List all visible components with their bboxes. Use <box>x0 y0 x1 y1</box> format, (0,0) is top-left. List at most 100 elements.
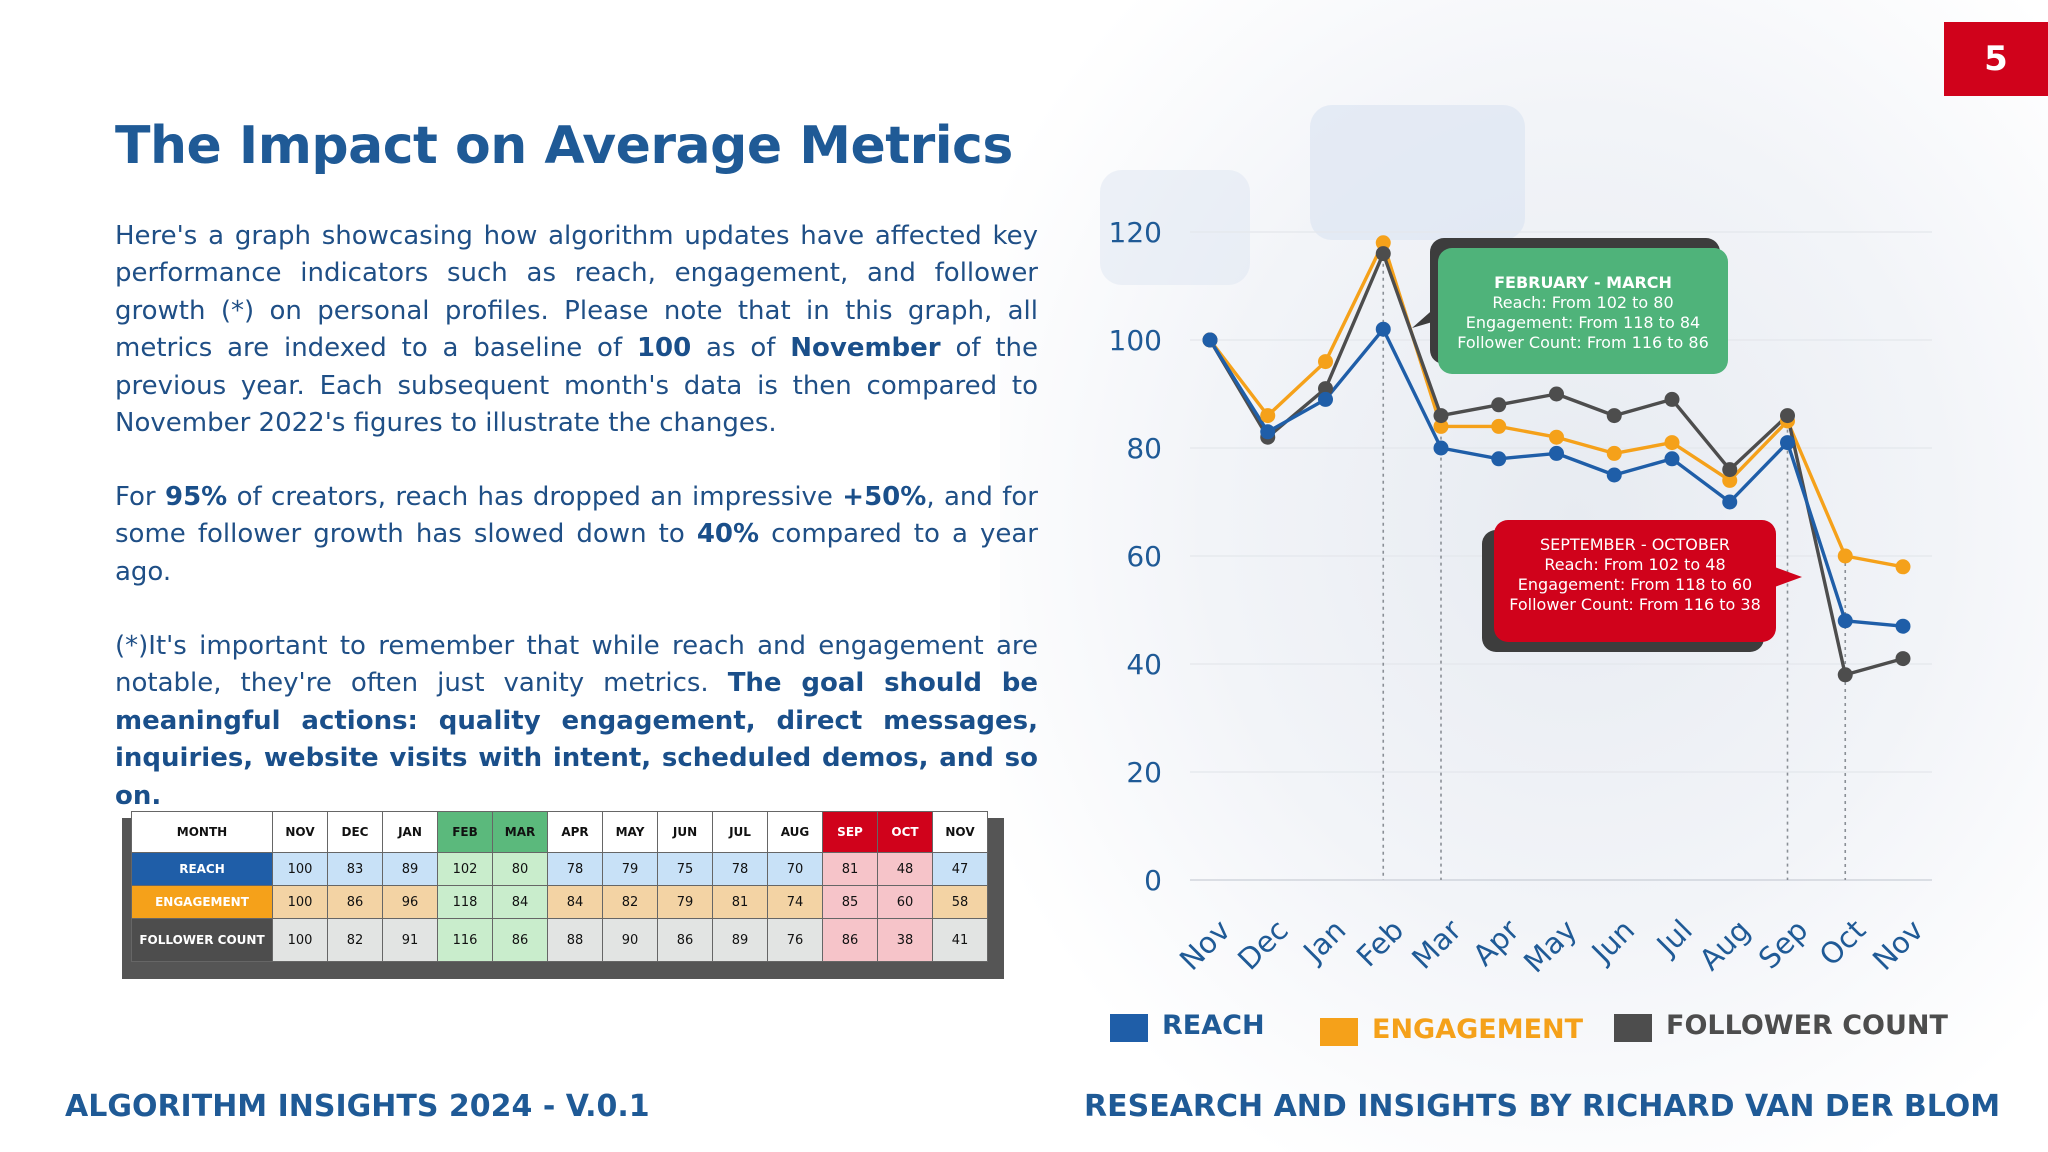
data-point <box>1606 467 1622 483</box>
callout-line: Reach: From 102 to 80 <box>1492 293 1674 312</box>
month-header-cell: OCT <box>877 811 933 853</box>
table-cell: 100 <box>272 852 328 886</box>
body-text: of the previous year. Each subsequent mo… <box>115 333 1039 439</box>
month-header-cell: JAN <box>382 811 438 853</box>
data-point <box>1895 651 1911 667</box>
table-header-row: MONTH NOV DEC JAN FEB MAR APR MAY JUN JUL AUG SEP O… <box>131 811 988 853</box>
x-tick-label: Feb <box>1350 913 1410 973</box>
table-cell: 74 <box>767 885 823 919</box>
y-tick-label: 0 <box>1144 864 1162 897</box>
month-header-cell: AUG <box>767 811 823 853</box>
background-notification-card <box>1310 105 1525 240</box>
x-tick-label: Nov <box>1173 913 1237 977</box>
table-cell: 89 <box>712 918 768 962</box>
table-cell: 86 <box>657 918 713 962</box>
legend-label: FOLLOWER COUNT <box>1666 1010 1948 1041</box>
emphasis-text: +50% <box>842 482 927 512</box>
callout-heading: FEBRUARY - MARCH <box>1494 273 1672 292</box>
table-cell: 47 <box>932 852 988 886</box>
data-point <box>1780 435 1795 451</box>
table-cell: 82 <box>327 918 383 962</box>
footer-left: ALGORITHM INSIGHTS 2024 - V.0.1 <box>65 1089 650 1124</box>
metrics-table: MONTH NOV DEC JAN FEB MAR APR MAY JUN JUL AUG SEP O… <box>131 811 988 962</box>
data-point <box>1722 462 1738 478</box>
callout-line: Engagement: From 118 to 60 <box>1517 575 1753 594</box>
body-text: compared to a year ago. <box>115 519 1038 587</box>
data-point <box>1549 429 1564 445</box>
callout-line: Reach: From 102 to 48 <box>1544 555 1726 574</box>
emphasis-text: The goal should be meaningful actions: q… <box>115 668 1038 811</box>
table-cell: 86 <box>492 918 548 962</box>
emphasis-text: 100 <box>636 333 692 364</box>
background-notification-card <box>1100 170 1250 285</box>
table-cell: 48 <box>877 852 933 886</box>
data-point <box>1433 418 1449 434</box>
follower-count-label-cell: FOLLOWER COUNT <box>131 918 273 962</box>
footer-right: RESEARCH AND INSIGHTS BY RICHARD VAN DER… <box>1084 1089 2001 1124</box>
table-cell: 82 <box>602 885 658 919</box>
emphasis-text: 95% <box>165 482 228 512</box>
data-point <box>1837 667 1853 683</box>
body-text: , and for some follower growth has slowe… <box>115 482 1038 550</box>
month-header-cell: MONTH <box>131 811 273 853</box>
table-cell: 116 <box>437 918 493 962</box>
data-point <box>1433 408 1449 424</box>
x-tick-label: Jun <box>1584 913 1641 970</box>
data-point <box>1491 418 1507 434</box>
x-tick-label: Oct <box>1813 913 1873 973</box>
data-point <box>1837 548 1853 564</box>
emphasis-text: November <box>790 333 941 364</box>
engagement-label-cell: ENGAGEMENT <box>131 885 273 919</box>
data-point <box>1780 408 1795 424</box>
callout-heading: SEPTEMBER - OCTOBER <box>1539 535 1731 554</box>
legend-label: REACH <box>1162 1010 1265 1041</box>
x-tick-label: Mar <box>1405 913 1468 976</box>
table-cell: 58 <box>932 885 988 919</box>
reach-paragraph: For 95% of creators, reach has dropped a… <box>115 479 1038 591</box>
table-cell: 81 <box>822 852 878 886</box>
emphasis-text: 40% <box>696 519 760 550</box>
table-cell: 90 <box>602 918 658 962</box>
data-point <box>1433 440 1449 456</box>
callout-box <box>1438 248 1728 374</box>
data-point <box>1318 381 1333 397</box>
body-text: of creators, reach has dropped an impres… <box>227 482 843 512</box>
legend-label: ENGAGEMENT <box>1372 1014 1584 1045</box>
month-header-cell: NOV <box>272 811 328 853</box>
data-point <box>1722 494 1738 510</box>
intro-paragraph: Here's a graph showcasing how algorithm … <box>115 218 1038 442</box>
y-tick-label: 80 <box>1126 432 1162 465</box>
y-tick-label: 20 <box>1126 756 1162 789</box>
table-cell: 91 <box>382 918 438 962</box>
x-tick-label: Apr <box>1466 913 1526 973</box>
data-point <box>1318 354 1333 370</box>
data-point <box>1606 408 1622 424</box>
data-point <box>1606 445 1622 461</box>
month-header-cell: JUL <box>712 811 768 853</box>
table-cell: 76 <box>767 918 823 962</box>
callout-line: Follower Count: From 116 to 86 <box>1457 333 1709 352</box>
table-cell: 80 <box>492 852 548 886</box>
table-cell: 41 <box>932 918 988 962</box>
y-tick-label: 60 <box>1126 540 1162 573</box>
data-point <box>1895 618 1911 634</box>
data-point <box>1318 391 1333 407</box>
body-text: For <box>115 482 165 512</box>
callout-box <box>1494 520 1776 642</box>
legend-swatch <box>1614 1014 1652 1042</box>
page-title: The Impact on Average Metrics <box>115 116 1013 176</box>
table-cell: 78 <box>547 852 603 886</box>
table-cell: 60 <box>877 885 933 919</box>
x-tick-label: Dec <box>1231 913 1295 977</box>
page-number: 5 <box>1944 22 2048 96</box>
x-tick-label: Jul <box>1649 913 1699 963</box>
table-cell: 86 <box>822 918 878 962</box>
month-header-cell: DEC <box>327 811 383 853</box>
table-cell: 85 <box>822 885 878 919</box>
table-cell: 70 <box>767 852 823 886</box>
callout-february-march: FEBRUARY - MARCH Reach: From 102 to 80 E… <box>1430 238 1728 378</box>
data-point <box>1895 559 1911 575</box>
data-point <box>1202 332 1218 348</box>
body-text: as of <box>691 333 791 364</box>
